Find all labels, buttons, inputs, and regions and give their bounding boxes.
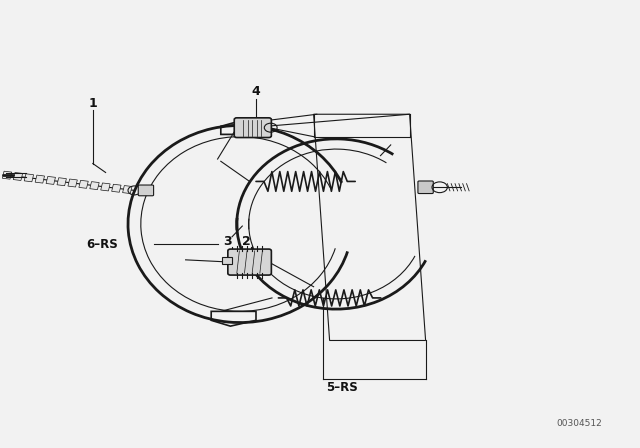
Polygon shape <box>68 179 77 187</box>
Polygon shape <box>13 172 22 181</box>
FancyBboxPatch shape <box>138 185 154 196</box>
Polygon shape <box>123 185 132 194</box>
Text: 00304512: 00304512 <box>556 419 602 428</box>
Polygon shape <box>111 184 121 192</box>
FancyBboxPatch shape <box>418 181 433 194</box>
Polygon shape <box>3 171 12 179</box>
FancyBboxPatch shape <box>228 249 271 275</box>
Text: 3: 3 <box>223 235 232 249</box>
Text: 4: 4 <box>252 85 260 99</box>
Polygon shape <box>46 177 56 185</box>
Text: 6–RS: 6–RS <box>86 237 118 251</box>
Polygon shape <box>100 183 110 191</box>
Text: 5–RS: 5–RS <box>326 381 358 394</box>
Polygon shape <box>79 181 88 188</box>
Text: 1: 1 <box>88 96 97 110</box>
FancyBboxPatch shape <box>234 118 271 138</box>
Polygon shape <box>24 174 33 182</box>
Polygon shape <box>90 181 99 190</box>
Polygon shape <box>57 178 67 186</box>
Text: 2: 2 <box>242 235 251 249</box>
Bar <box>222 257 232 264</box>
Polygon shape <box>35 175 45 183</box>
